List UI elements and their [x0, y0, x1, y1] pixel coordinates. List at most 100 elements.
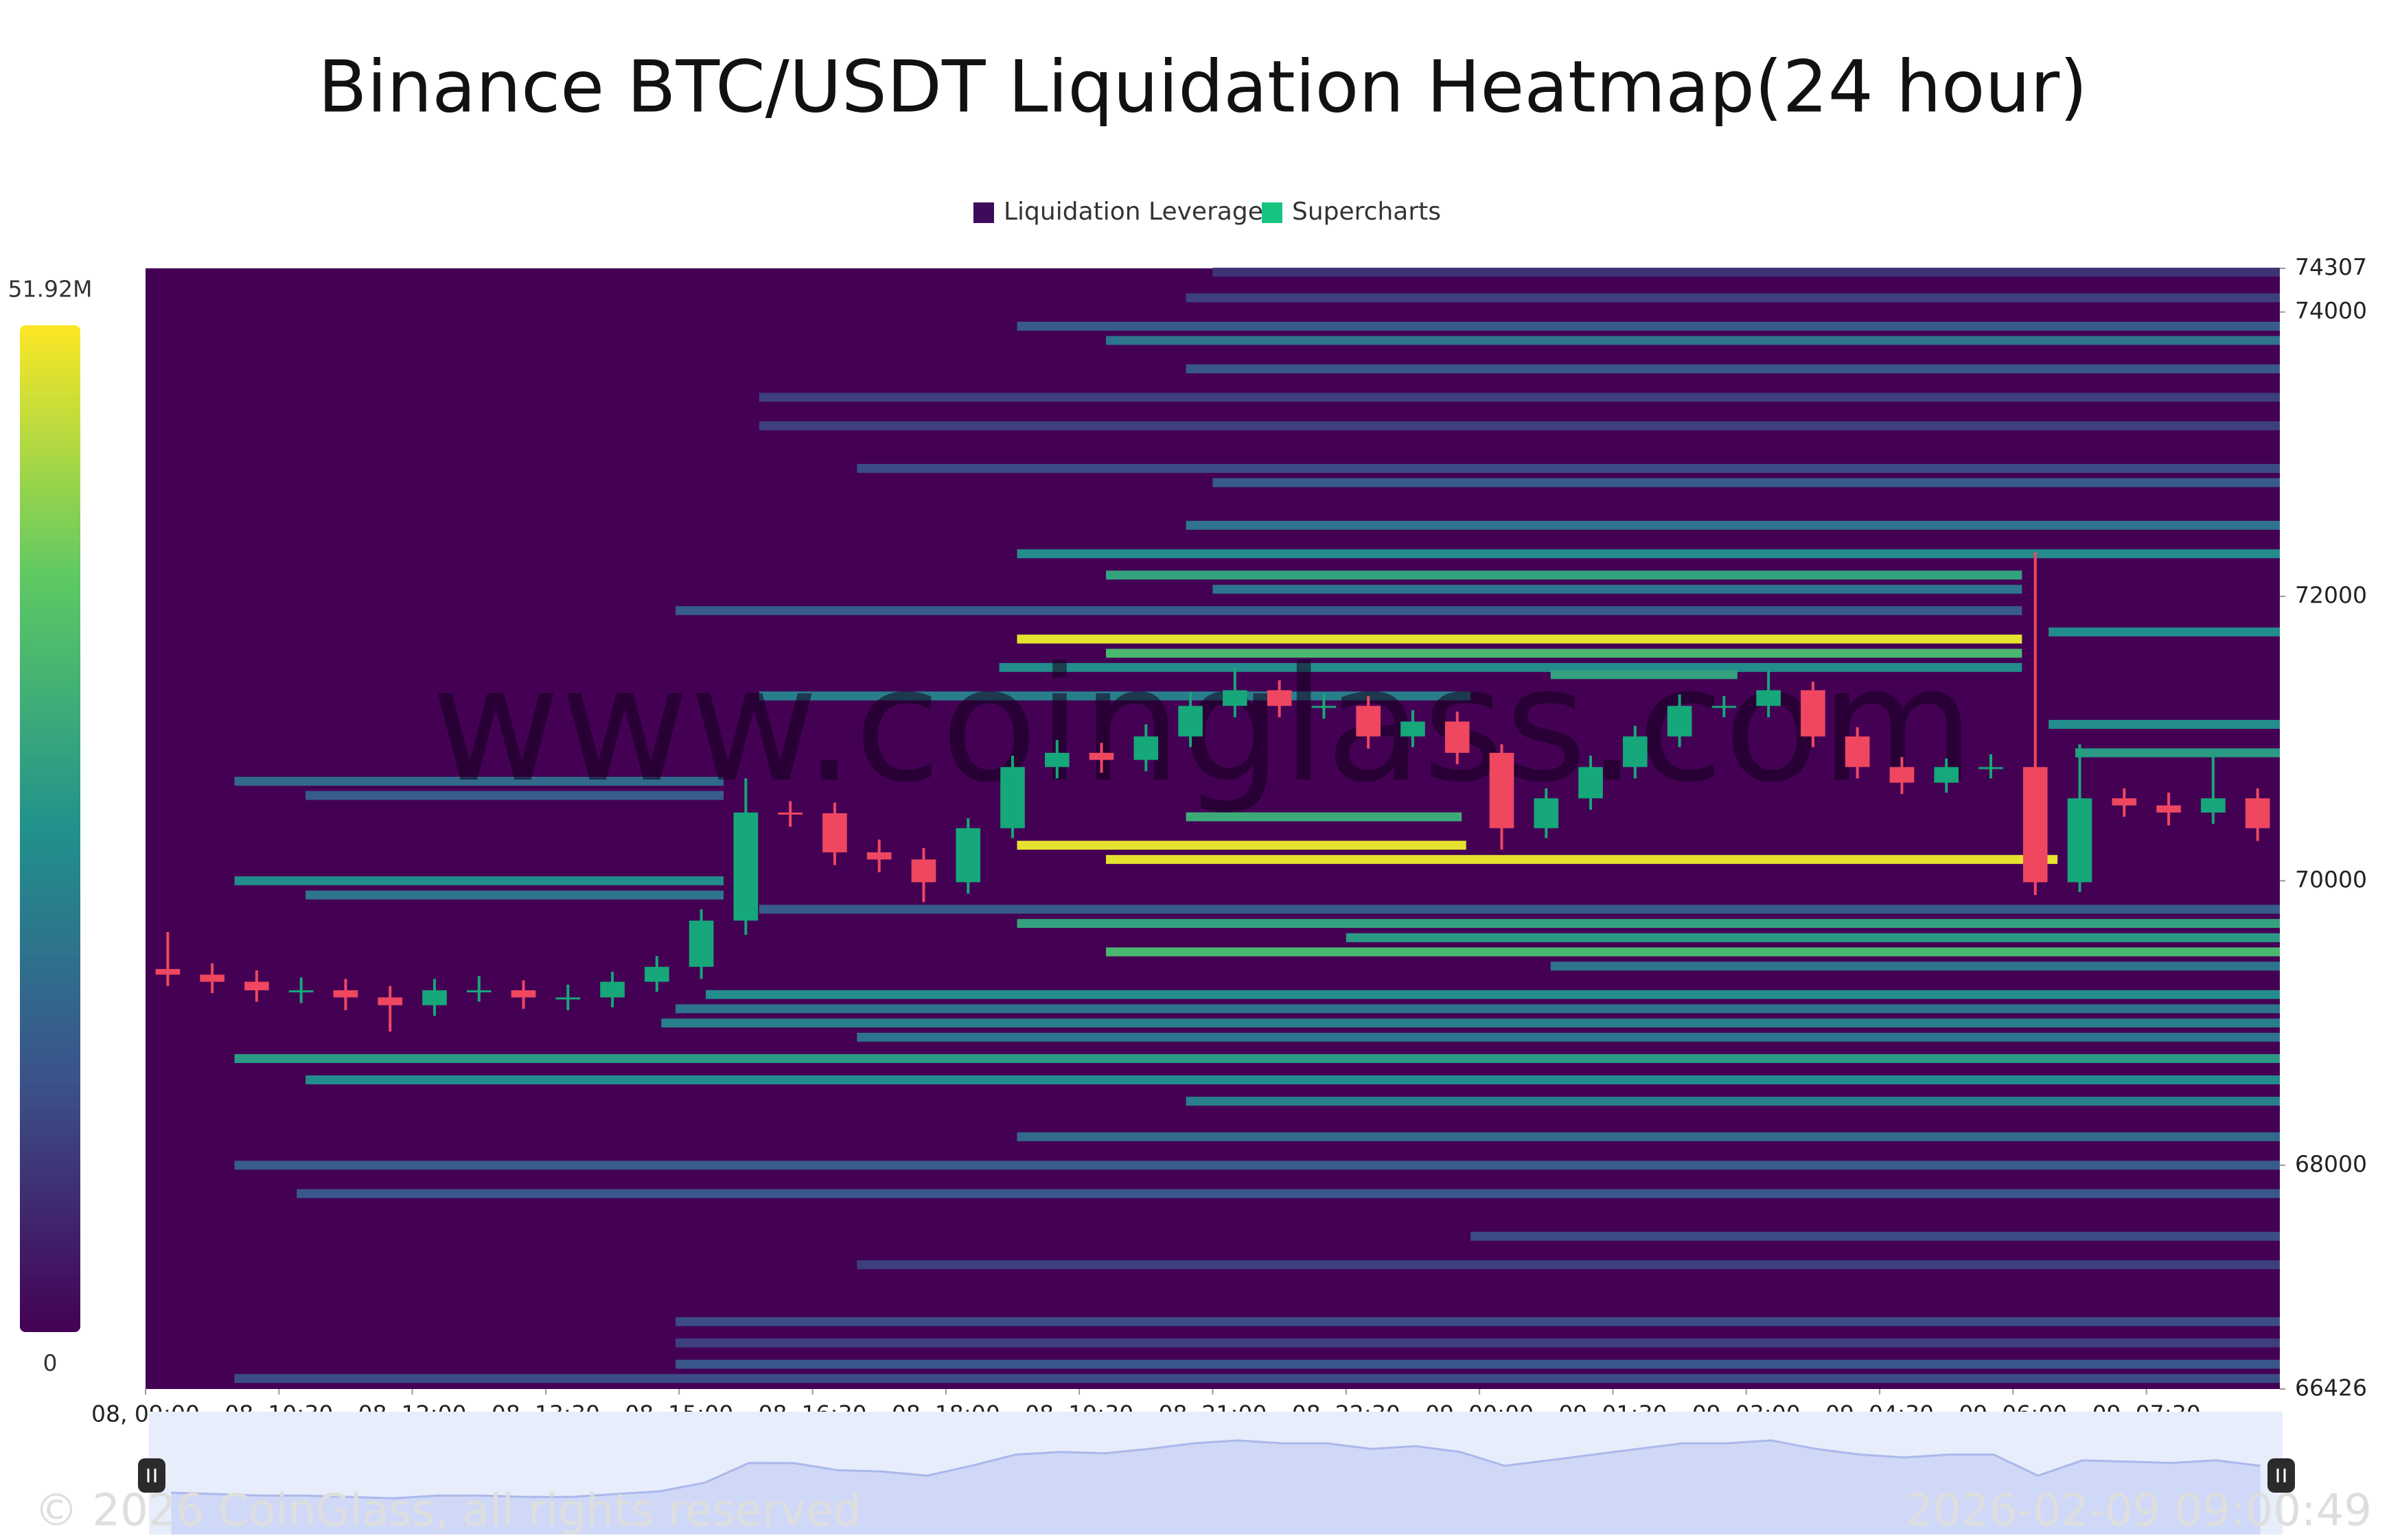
handle-body — [2267, 1458, 2295, 1493]
candle-body — [555, 997, 581, 1000]
liquidation-band — [759, 691, 1471, 701]
candle-body — [1845, 736, 1870, 767]
liquidation-band — [1212, 585, 2022, 594]
legend: Liquidation Leverage Supercharts — [973, 198, 1441, 226]
liquidation-band — [857, 1032, 2280, 1042]
liquidation-band — [1106, 649, 2022, 658]
colorbar-label: 51.92M — [8, 276, 93, 303]
candle-body — [1089, 752, 1114, 760]
y-tick-label: 74000 — [2295, 297, 2367, 324]
legend-swatch — [973, 202, 994, 223]
navigator — [138, 1412, 2295, 1535]
navigator-handle[interactable] — [138, 1458, 165, 1493]
liquidation-band — [305, 791, 724, 800]
liquidation-band — [676, 1360, 2280, 1369]
liquidation-band — [857, 464, 2280, 474]
candle-body — [1623, 736, 1648, 767]
timestamp: 2026-02-09 09:00:49 — [1905, 1486, 2372, 1537]
liquidation-band — [1017, 1132, 2280, 1141]
candle-body — [1400, 721, 1425, 737]
candle-body — [645, 966, 669, 982]
y-tick-label: 74307 — [2295, 254, 2367, 281]
colorbar-gradient — [20, 325, 80, 1332]
candle-body — [1489, 752, 1514, 828]
candle-body — [1356, 705, 1381, 737]
navigator-handle[interactable] — [2267, 1458, 2295, 1493]
candle-body — [1534, 798, 1559, 828]
candle-body — [2022, 767, 2048, 883]
candle-body — [2067, 798, 2092, 883]
liquidation-band — [676, 1317, 2280, 1327]
liquidation-band — [759, 905, 2281, 914]
candle-body — [2156, 805, 2181, 813]
candle-body — [1801, 690, 1825, 737]
liquidation-band — [234, 1374, 2280, 1384]
candle-body — [778, 812, 803, 815]
liquidation-band — [759, 393, 2281, 402]
candle-body — [1133, 736, 1159, 760]
watermark: www.coinglass.com — [431, 634, 1974, 817]
candle-body — [866, 852, 892, 860]
candle-body — [1000, 767, 1025, 828]
chart-title: Binance BTC/USDT Liquidation Heatmap(24 … — [318, 45, 2087, 128]
navigator-area — [171, 1440, 2261, 1535]
liquidation-band — [1550, 961, 2280, 971]
candle-body — [911, 859, 936, 883]
candle-body — [1667, 705, 1692, 737]
candle-body — [1178, 705, 1203, 737]
liquidation-band — [1186, 520, 2280, 530]
liquidation-band — [234, 1053, 2280, 1063]
candle-body — [1934, 767, 1959, 783]
candle-body — [422, 990, 447, 1005]
liquidation-band — [676, 1338, 2280, 1348]
liquidation-band — [1186, 812, 1462, 821]
footer: © 2026 CoinGlass, all rights reserved 202… — [34, 1486, 2372, 1537]
colorbar: 0 51.92M — [8, 276, 93, 1377]
handle-body — [138, 1458, 165, 1493]
liquidation-band — [234, 876, 724, 885]
liquidation-band — [1017, 634, 2022, 644]
liquidation-band — [1212, 478, 2280, 487]
liquidation-band — [1550, 670, 1738, 679]
candle-body — [956, 828, 981, 883]
candle-body — [1978, 767, 2003, 769]
candle-body — [1756, 690, 1781, 706]
liquidation-band — [1346, 933, 2280, 942]
candle-body — [1578, 767, 1603, 799]
candle-body — [1267, 690, 1292, 706]
candle-body — [2245, 798, 2270, 828]
liquidation-band — [1186, 293, 2280, 303]
liquidation-band — [2075, 748, 2280, 758]
liquidation-band — [1106, 336, 2280, 345]
candle-body — [822, 813, 847, 852]
candle-body — [1444, 721, 1470, 753]
y-tick-label: 68000 — [2295, 1150, 2367, 1177]
candle-body — [689, 920, 714, 967]
liquidation-band — [234, 776, 724, 786]
candle-body — [244, 981, 269, 990]
candle-body — [1711, 705, 1737, 708]
candle-body — [155, 968, 181, 975]
liquidation-band — [759, 421, 2281, 430]
liquidation-band — [1186, 364, 2280, 373]
liquidation-band — [2048, 627, 2280, 637]
candle-body — [288, 990, 314, 992]
legend-label: Liquidation Leverage — [1004, 198, 1263, 226]
y-tick-label: 72000 — [2295, 582, 2367, 609]
heatmap-background — [146, 268, 2280, 1389]
candle-body — [733, 812, 759, 921]
candle-body — [333, 990, 358, 998]
liquidation-band — [1017, 321, 2280, 331]
navigator-line — [171, 1439, 2261, 1500]
liquidation-band — [857, 1260, 2280, 1270]
liquidation-band — [1017, 549, 2280, 559]
liquidation-band — [661, 1018, 2280, 1028]
candle-body — [2201, 798, 2226, 813]
liquidation-band — [1106, 947, 2280, 957]
candle-body — [511, 990, 536, 998]
liquidation-band — [1470, 1231, 2280, 1241]
liquidation-band — [1017, 841, 1466, 850]
liquidation-band — [305, 1075, 2280, 1085]
liquidation-band — [999, 663, 2022, 673]
